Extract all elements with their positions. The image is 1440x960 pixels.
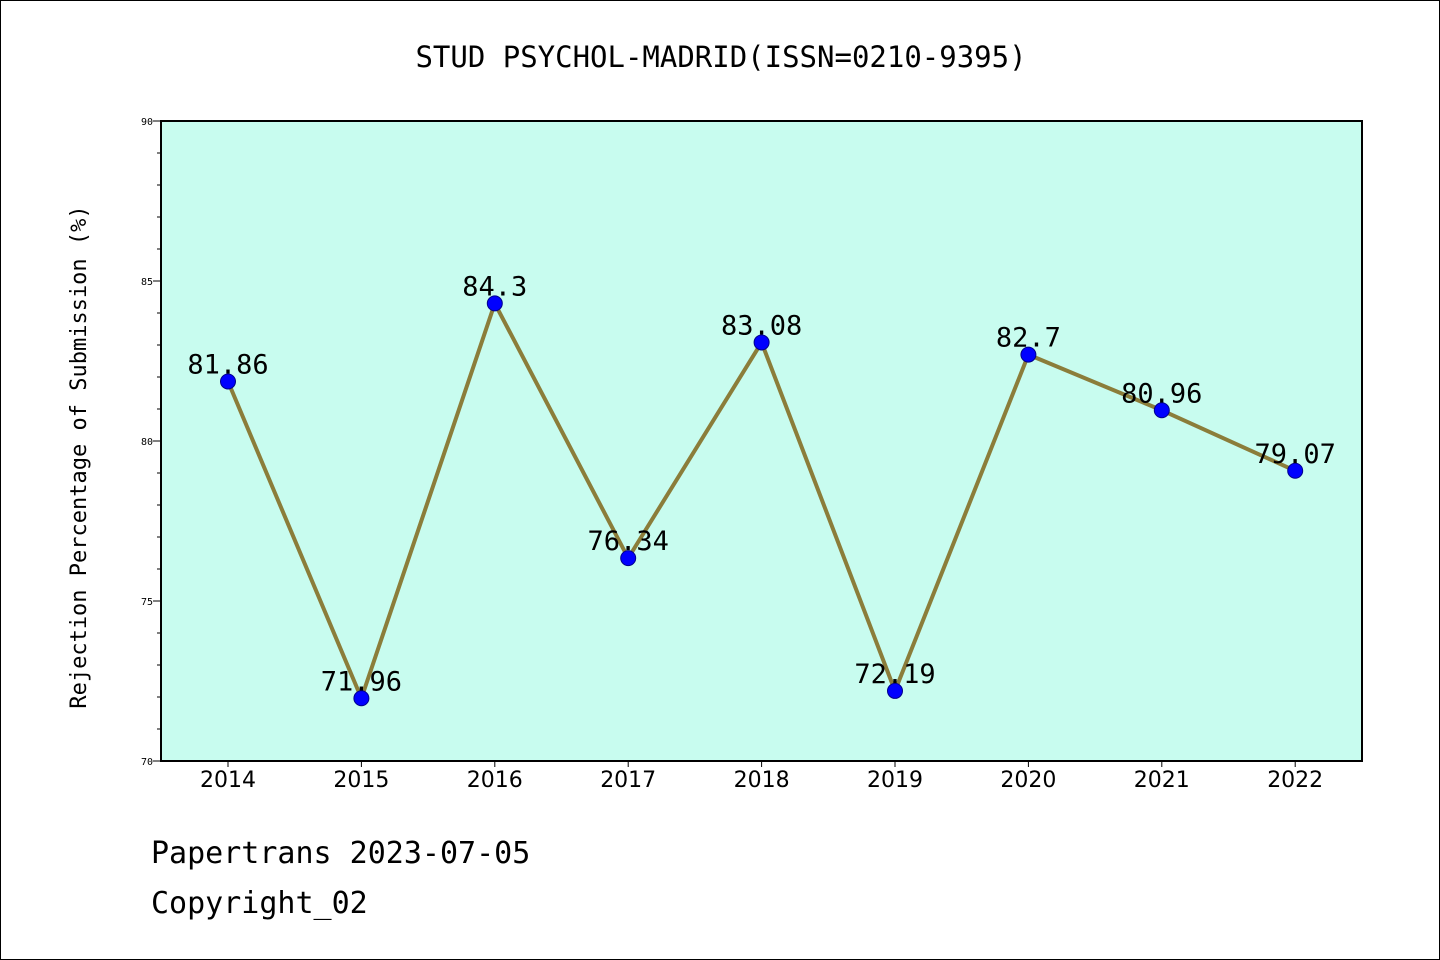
data-label-2020: 82.7	[996, 323, 1061, 354]
chart-title: STUD PSYCHOL-MADRID(ISSN=0210-9395)	[415, 40, 1026, 74]
y-tick-label: 75	[141, 597, 153, 608]
x-axis-ticks: 2014 2015 2016 2017 2018 2019 2020 2021 2022	[200, 761, 1323, 793]
y-tick-label: 90	[141, 117, 153, 128]
x-tick-label: 2019	[867, 768, 923, 793]
x-tick-label: 2020	[1000, 768, 1056, 793]
data-label-2015: 71.96	[321, 666, 402, 697]
data-label-2017: 76.34	[588, 526, 669, 557]
data-label-2022: 79.07	[1255, 439, 1336, 470]
footer-copyright: Copyright_02	[151, 886, 368, 921]
x-tick-label: 2018	[734, 768, 790, 793]
series-markers	[220, 295, 1304, 707]
data-point-2022	[1287, 462, 1304, 479]
x-tick-label: 2015	[333, 768, 389, 793]
data-point-2017	[620, 550, 637, 567]
x-tick-label: 2022	[1267, 768, 1323, 793]
data-label-2019: 72.19	[854, 659, 935, 690]
footer-date: Papertrans 2023-07-05	[151, 836, 531, 871]
y-axis-ticks: 70 75 80 85 90	[141, 117, 161, 768]
y-tick-label: 80	[141, 437, 153, 448]
y-axis-label: Rejection Percentage of Submission (%)	[67, 205, 92, 708]
x-tick-label: 2016	[467, 768, 523, 793]
data-point-2016	[486, 295, 503, 312]
y-minor-ticks	[157, 152, 161, 730]
x-tick-label: 2021	[1134, 768, 1190, 793]
data-label-2018: 83.08	[721, 310, 802, 341]
data-point-2021	[1153, 402, 1170, 419]
data-label-2014: 81.86	[187, 349, 268, 380]
data-labels: 81.86 71.96 84.3 76.34 83.08 72.19 82.7 80.96 79…	[187, 271, 1335, 697]
y-tick-label: 70	[141, 757, 153, 768]
plot-area	[160, 120, 1363, 762]
x-tick-label: 2014	[200, 768, 256, 793]
data-point-2018	[753, 334, 770, 351]
data-point-2015	[353, 690, 370, 707]
data-point-2019	[887, 682, 903, 699]
x-tick-label: 2017	[600, 768, 656, 793]
y-tick-label: 85	[141, 277, 153, 288]
data-point-2020	[1020, 346, 1037, 363]
data-label-2016: 84.3	[462, 271, 527, 302]
data-point-2014	[220, 373, 236, 390]
data-label-2021: 80.96	[1121, 378, 1202, 409]
